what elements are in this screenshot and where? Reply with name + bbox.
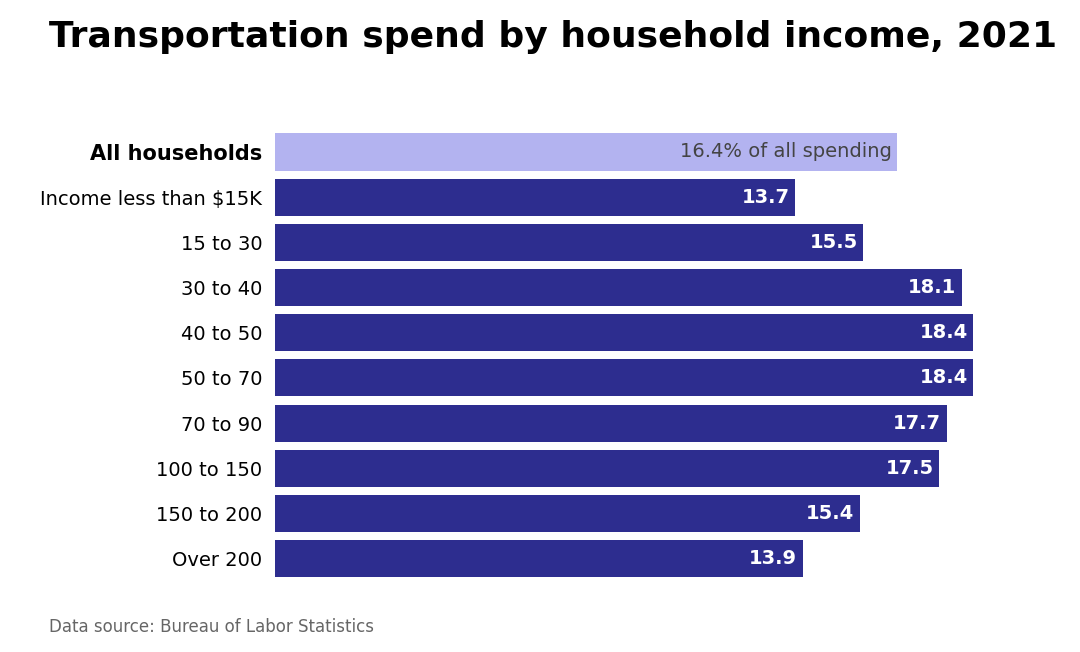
Text: 17.7: 17.7: [893, 413, 941, 433]
Bar: [275, 179, 795, 216]
Text: 15.5: 15.5: [809, 233, 858, 252]
Text: 18.4: 18.4: [919, 323, 968, 342]
Bar: [275, 134, 897, 171]
Bar: [275, 405, 947, 441]
Text: 17.5: 17.5: [886, 459, 933, 478]
Text: 13.7: 13.7: [741, 188, 789, 207]
Text: 18.1: 18.1: [908, 278, 956, 297]
Bar: [275, 359, 973, 396]
Bar: [275, 224, 863, 261]
Text: 15.4: 15.4: [806, 504, 854, 523]
Text: Data source: Bureau of Labor Statistics: Data source: Bureau of Labor Statistics: [49, 617, 374, 636]
Bar: [275, 495, 860, 532]
Bar: [275, 450, 940, 487]
Bar: [275, 314, 973, 351]
Text: Transportation spend by household income, 2021: Transportation spend by household income…: [49, 20, 1056, 53]
Bar: [275, 540, 802, 577]
Bar: [275, 269, 962, 306]
Text: 18.4: 18.4: [919, 368, 968, 387]
Text: 16.4% of all spending: 16.4% of all spending: [680, 143, 892, 162]
Text: 13.9: 13.9: [748, 549, 797, 568]
